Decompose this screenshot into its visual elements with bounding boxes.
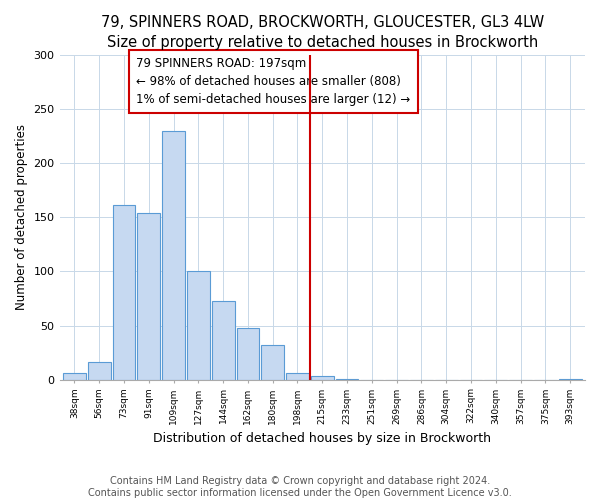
Bar (187, 272, 210, 380)
Bar (88, 362, 110, 380)
Bar (559, 378, 581, 380)
Y-axis label: Number of detached properties: Number of detached properties (15, 124, 28, 310)
Text: 79 SPINNERS ROAD: 197sqm
← 98% of detached houses are smaller (808)
1% of semi-d: 79 SPINNERS ROAD: 197sqm ← 98% of detach… (136, 58, 410, 106)
Bar (162, 131, 185, 380)
Bar (286, 373, 309, 380)
Bar (261, 345, 284, 380)
Bar (212, 300, 235, 380)
X-axis label: Distribution of detached houses by size in Brockworth: Distribution of detached houses by size … (153, 432, 491, 445)
Bar (311, 376, 334, 380)
Title: 79, SPINNERS ROAD, BROCKWORTH, GLOUCESTER, GL3 4LW
Size of property relative to : 79, SPINNERS ROAD, BROCKWORTH, GLOUCESTE… (101, 15, 544, 50)
Text: Contains HM Land Registry data © Crown copyright and database right 2024.
Contai: Contains HM Land Registry data © Crown c… (88, 476, 512, 498)
Bar (63, 373, 86, 380)
Bar (236, 328, 259, 380)
Bar (113, 206, 136, 380)
Bar (335, 378, 358, 380)
Bar (137, 213, 160, 380)
